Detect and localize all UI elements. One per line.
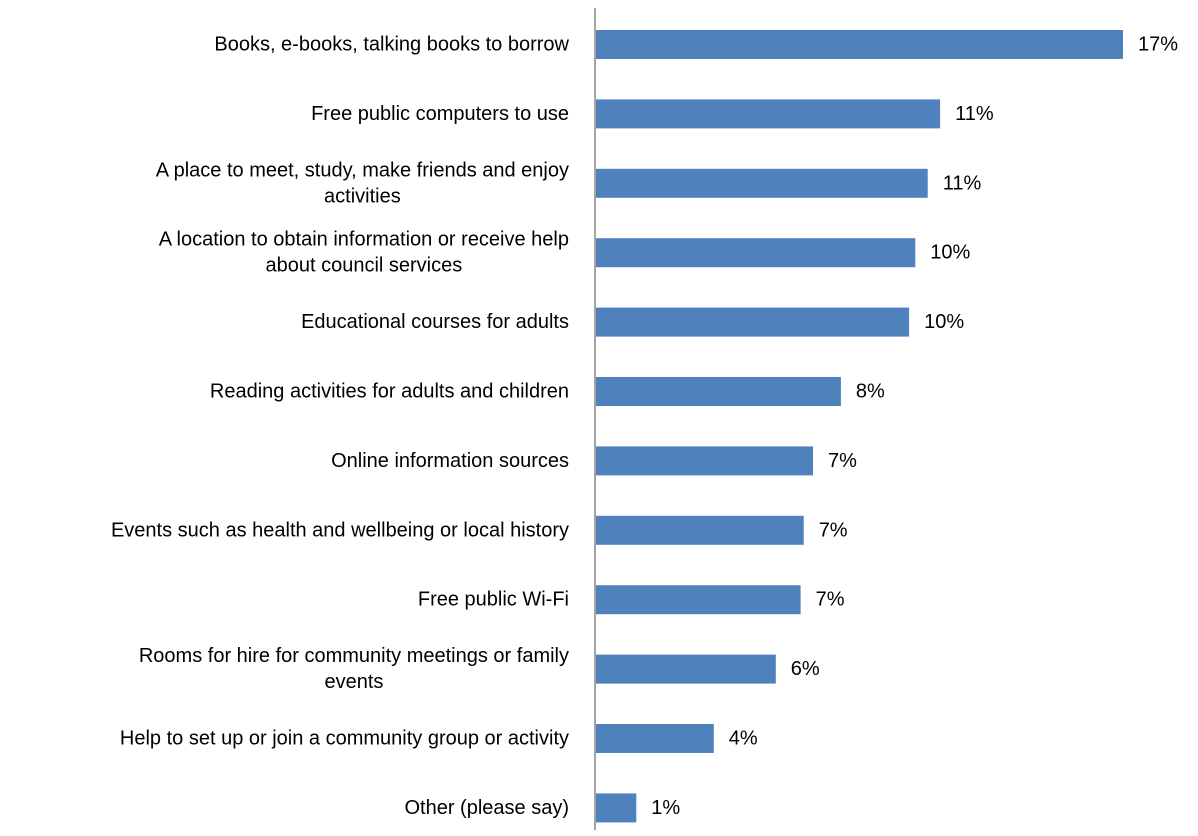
bar	[596, 654, 776, 684]
bar	[596, 168, 928, 198]
category-label: Educational courses for adults	[301, 311, 569, 333]
bar	[596, 585, 801, 615]
category-label: Free public Wi-Fi	[418, 589, 569, 611]
category-label: Rooms for hire for community meetings or…	[139, 645, 569, 693]
value-label: 6%	[791, 658, 820, 680]
value-label: 11%	[943, 172, 982, 194]
category-label: Books, e-books, talking books to borrow	[214, 34, 569, 56]
category-label-line: Other (please say)	[404, 797, 569, 819]
category-label: Other (please say)	[404, 797, 569, 819]
category-label-line: Events such as health and wellbeing or l…	[111, 519, 569, 541]
category-label-line: Reading activities for adults and childr…	[210, 381, 569, 403]
category-label: A place to meet, study, make friends and…	[156, 159, 569, 207]
category-label-line: Free public Wi-Fi	[418, 589, 569, 611]
value-label: 10%	[930, 242, 970, 264]
category-label-line: Rooms for hire for community meetings or…	[139, 645, 569, 667]
category-label-line: A place to meet, study, make friends and…	[156, 159, 569, 181]
bar	[596, 99, 941, 129]
value-label: 1%	[651, 797, 680, 819]
category-label-line: Free public computers to use	[311, 103, 569, 125]
bar	[596, 377, 841, 406]
value-label: 7%	[828, 450, 857, 472]
value-label: 8%	[856, 381, 885, 403]
bar	[596, 307, 910, 337]
category-label: Reading activities for adults and childr…	[210, 381, 569, 403]
category-labels: Books, e-books, talking books to borrow F…	[111, 34, 570, 819]
category-label-line: Help to set up or join a community group…	[120, 728, 569, 750]
value-labels: 17% 11% 11% 10% 10% 8% 7% 7% 7% 6% 4% 1%	[651, 34, 1178, 819]
category-label-line: Educational courses for adults	[301, 311, 569, 333]
bar	[596, 793, 637, 823]
category-label: A location to obtain information or rece…	[159, 229, 569, 277]
category-label-line: Books, e-books, talking books to borrow	[214, 34, 569, 56]
category-label: Online information sources	[331, 450, 569, 472]
category-label: Help to set up or join a community group…	[120, 728, 569, 750]
bar	[596, 30, 1123, 59]
bar	[596, 724, 714, 753]
category-label-line: A location to obtain information or rece…	[159, 229, 569, 251]
bars-group	[596, 30, 1123, 823]
bar	[596, 238, 916, 268]
value-label: 7%	[816, 589, 845, 611]
value-label: 11%	[955, 103, 994, 125]
category-label: Free public computers to use	[311, 103, 569, 125]
category-label: Events such as health and wellbeing or l…	[111, 519, 569, 541]
value-label: 17%	[1138, 34, 1178, 56]
category-label-line: about council services	[265, 255, 462, 277]
bar	[596, 446, 813, 476]
value-label: 7%	[819, 519, 848, 541]
category-label-line: Online information sources	[331, 450, 569, 472]
value-label: 4%	[729, 728, 758, 750]
bar	[596, 515, 804, 545]
value-label: 10%	[924, 311, 964, 333]
category-label-line: activities	[324, 185, 401, 207]
category-label-line: events	[324, 671, 383, 693]
